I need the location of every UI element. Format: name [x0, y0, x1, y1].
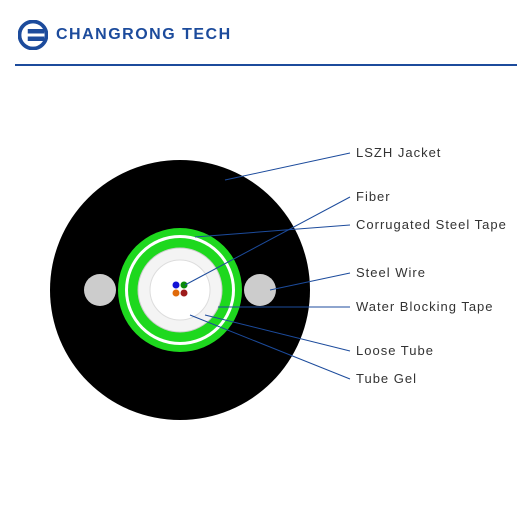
label-4: Water Blocking Tape [356, 299, 494, 314]
fiber-1 [181, 282, 188, 289]
company-name: CHANGRONG TECH [56, 26, 232, 44]
label-3: Steel Wire [356, 265, 426, 280]
company-logo-icon [18, 20, 48, 50]
label-0: LSZH Jacket [356, 145, 441, 160]
leader-line-0 [225, 153, 350, 180]
label-2: Corrugated Steel Tape [356, 217, 507, 232]
cable-cross-section-diagram: LSZH Jacket Fiber Corrugated Steel Tape Ste… [0, 85, 532, 485]
logo-bar: CHANGRONG TECH [18, 20, 232, 50]
steel-wire-0 [84, 274, 116, 306]
label-5: Loose Tube [356, 343, 434, 358]
fiber-2 [173, 290, 180, 297]
label-1: Fiber [356, 189, 391, 204]
header-divider [15, 64, 517, 66]
fiber-3 [181, 290, 188, 297]
label-6: Tube Gel [356, 371, 417, 386]
layer-tube-gel [150, 260, 210, 320]
fiber-0 [173, 282, 180, 289]
